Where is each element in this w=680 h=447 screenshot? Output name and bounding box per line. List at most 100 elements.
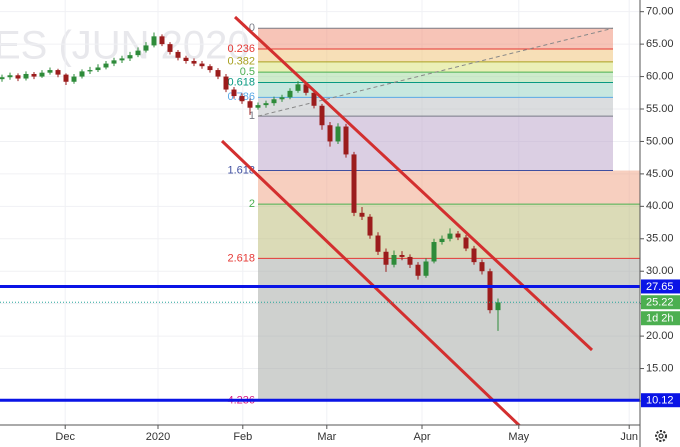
countdown-label: 1d 2h bbox=[646, 313, 674, 325]
price-label-box bbox=[641, 279, 680, 294]
settings-icon[interactable] bbox=[655, 430, 667, 442]
y-tick-label: 50.00 bbox=[646, 135, 674, 147]
candle-body bbox=[207, 66, 213, 71]
candle-body bbox=[175, 51, 181, 58]
fib-zone bbox=[258, 72, 613, 83]
channel-lower bbox=[220, 139, 522, 425]
candle-body bbox=[319, 105, 325, 126]
gear-center[interactable] bbox=[658, 433, 664, 439]
candle-body bbox=[111, 60, 117, 64]
fib-level-label: 0.618 bbox=[227, 76, 255, 88]
candle-body bbox=[79, 71, 85, 77]
candle-body bbox=[199, 63, 205, 67]
price-label: 10.12 bbox=[646, 395, 674, 407]
candle-body bbox=[191, 60, 197, 64]
fib-trend-line bbox=[257, 27, 614, 117]
candle-body bbox=[63, 74, 69, 82]
candle-body bbox=[407, 256, 413, 265]
candle-body bbox=[55, 70, 61, 75]
candle-body bbox=[295, 84, 301, 91]
candle-body bbox=[327, 125, 333, 142]
y-tick-label: 20.00 bbox=[646, 330, 674, 342]
candle-body bbox=[455, 233, 461, 238]
candle-body bbox=[167, 44, 173, 52]
candle-body bbox=[127, 55, 133, 59]
price-label: 27.65 bbox=[646, 281, 674, 293]
candle-body bbox=[335, 126, 341, 142]
fib-level-label: 0.382 bbox=[227, 56, 255, 68]
channel-upper bbox=[233, 15, 594, 352]
drawings bbox=[0, 15, 640, 425]
last-price-label: 25.22 bbox=[646, 297, 674, 309]
fib-level-label: 0 bbox=[249, 22, 255, 34]
last-price-box bbox=[641, 295, 680, 310]
y-tick-label: 15.00 bbox=[646, 362, 674, 374]
candle-body bbox=[95, 67, 101, 71]
candle-body bbox=[431, 242, 437, 262]
candle-body bbox=[383, 251, 389, 265]
candle-body bbox=[23, 73, 29, 79]
candle-body bbox=[263, 103, 269, 106]
candle-body bbox=[439, 238, 445, 243]
candle-body bbox=[247, 101, 253, 108]
candle-body bbox=[151, 36, 157, 46]
candle-body bbox=[39, 72, 45, 77]
fib-level-label: 2.618 bbox=[227, 252, 255, 264]
candle-body bbox=[447, 233, 453, 239]
fib-level-label: 1 bbox=[249, 110, 255, 122]
candle-body bbox=[287, 90, 293, 98]
candle-body bbox=[87, 70, 93, 72]
candle-body bbox=[31, 73, 37, 77]
candle-body bbox=[487, 271, 493, 311]
candle-body bbox=[215, 70, 221, 77]
y-tick-label: 30.00 bbox=[646, 265, 674, 277]
candle-body bbox=[343, 126, 349, 155]
candle-body bbox=[143, 45, 149, 51]
candle-body bbox=[399, 255, 405, 257]
x-tick-label: Feb bbox=[233, 431, 252, 443]
candle-body bbox=[255, 105, 261, 108]
candle-body bbox=[311, 92, 317, 106]
candle-body bbox=[159, 36, 165, 45]
y-tick-label: 60.00 bbox=[646, 70, 674, 82]
candle-body bbox=[391, 255, 397, 265]
y-tick-label: 65.00 bbox=[646, 38, 674, 50]
candle-body bbox=[279, 97, 285, 100]
candle-body bbox=[47, 70, 53, 73]
fib-zone bbox=[258, 48, 613, 62]
y-tick-label: 40.00 bbox=[646, 200, 674, 212]
x-tick-label: Dec bbox=[55, 431, 75, 443]
gear[interactable] bbox=[655, 430, 667, 442]
plot-area: ES (JUN 2020 00.2360.3820.50.6180.78611.… bbox=[0, 0, 640, 425]
candle-body bbox=[135, 50, 141, 56]
fib-zone bbox=[258, 116, 613, 171]
candle-body bbox=[423, 261, 429, 276]
candle-body bbox=[0, 77, 5, 80]
fib-zone bbox=[258, 61, 613, 73]
candle-body bbox=[495, 302, 501, 311]
y-tick-label: 45.00 bbox=[646, 168, 674, 180]
y-tick-label: 35.00 bbox=[646, 233, 674, 245]
candle-body bbox=[103, 63, 109, 68]
candle-body bbox=[351, 154, 357, 213]
fib-zone bbox=[258, 82, 613, 98]
x-tick-label: Mar bbox=[317, 431, 336, 443]
candle-body bbox=[367, 216, 373, 236]
candle-body bbox=[7, 75, 13, 78]
candle-body bbox=[271, 99, 277, 104]
fib-zone bbox=[258, 258, 640, 401]
fib-level-label: 0.236 bbox=[227, 43, 255, 55]
candle-body bbox=[71, 76, 77, 82]
y-tick-label: 55.00 bbox=[646, 103, 674, 115]
fib-zone bbox=[258, 97, 613, 117]
x-tick-label: Jun bbox=[620, 431, 638, 443]
candle-body bbox=[471, 248, 477, 263]
countdown-box bbox=[641, 311, 680, 326]
x-tick-label: Apr bbox=[413, 431, 430, 443]
candle-body bbox=[183, 57, 189, 61]
candle-body bbox=[119, 58, 125, 61]
candle-body bbox=[463, 237, 469, 249]
candle-body bbox=[303, 84, 309, 93]
fib-zone bbox=[258, 28, 613, 49]
